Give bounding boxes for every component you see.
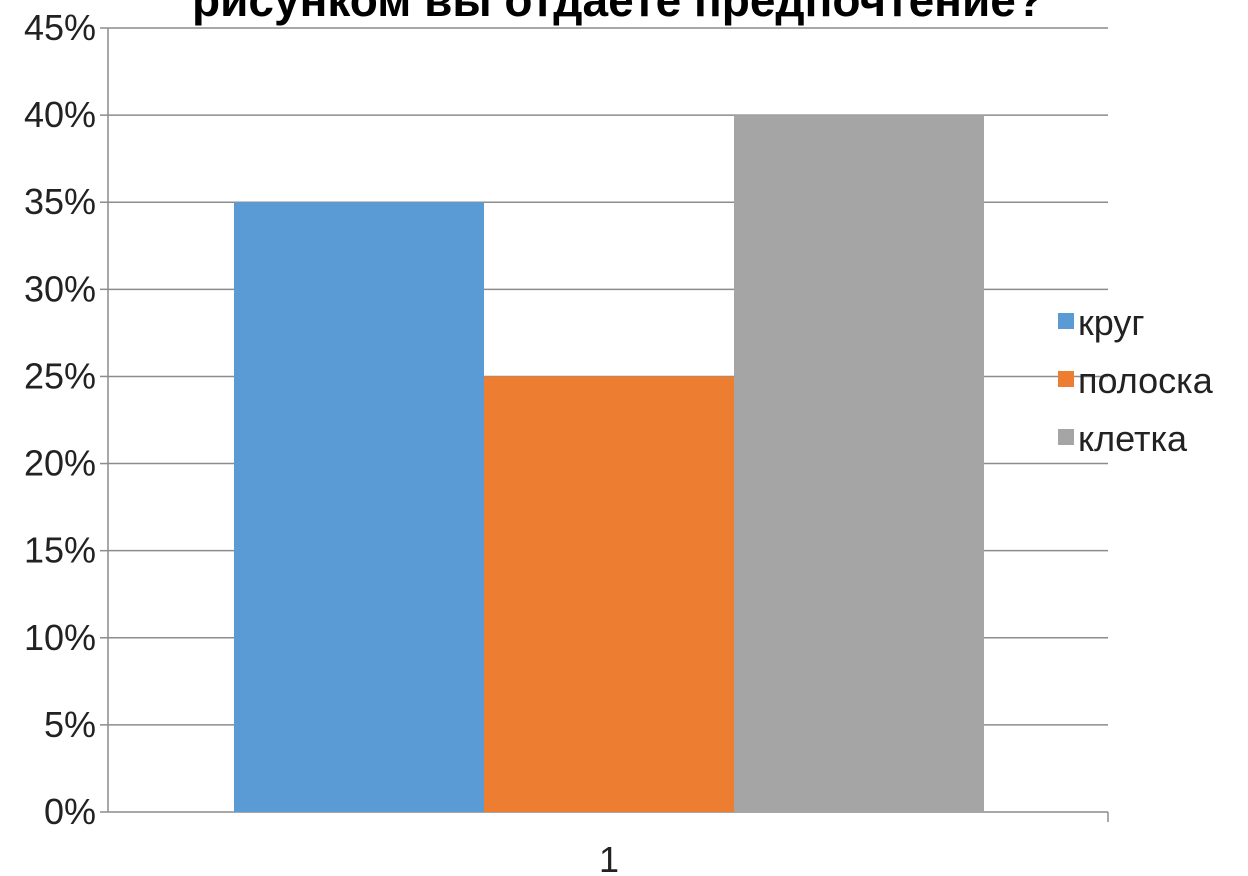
y-tick-label: 15% [24,530,96,571]
legend-label: полоска [1078,360,1214,401]
chart-title: рисунком вы отдаете предпочтение? [192,0,1044,26]
bars [234,115,984,813]
legend-swatch [1058,313,1074,329]
x-tick-label: 1 [599,839,619,876]
y-tick-label: 20% [24,443,96,484]
y-tick-label: 10% [24,617,96,658]
bar-2 [484,376,734,812]
legend-swatch [1058,429,1074,445]
legend-swatch [1058,371,1074,387]
y-axis-ticks: 0% 5% 10% 15% 20% 25% 30% 35% 40% 45% [24,7,96,832]
legend-label: клетка [1078,418,1188,459]
y-tick-label: 0% [44,791,96,832]
legend: круг полоска клетка [1058,302,1214,459]
y-tick-label: 35% [24,181,96,222]
bar-1 [234,202,484,812]
x-axis-ticks: 1 [599,839,619,876]
y-tick-label: 25% [24,355,96,396]
legend-label: круг [1078,302,1145,343]
y-tick-label: 5% [44,704,96,745]
y-tick-label: 30% [24,268,96,309]
y-tick-label: 45% [24,7,96,48]
bar-3 [734,115,984,813]
y-tick-label: 40% [24,94,96,135]
